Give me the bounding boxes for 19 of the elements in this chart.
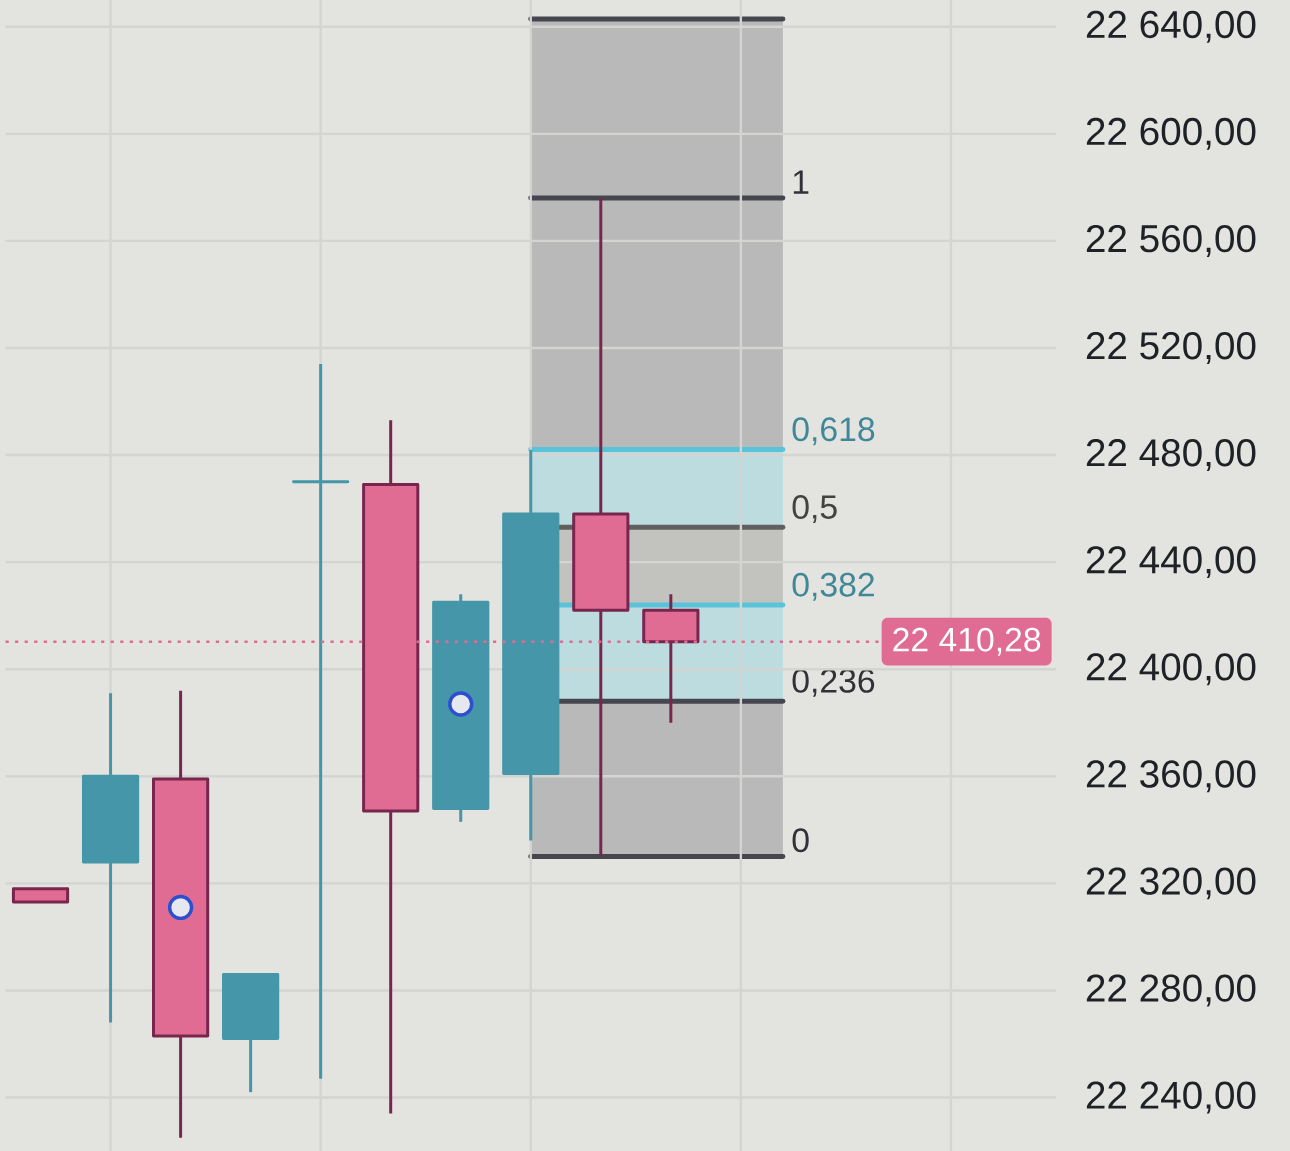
ref-line-label: 0,5 <box>792 495 837 523</box>
ref-line-label: 0,382 <box>792 572 874 601</box>
ref-line-label: 22 410,28 <box>893 627 1041 656</box>
ref-line-label: 0 <box>792 828 809 853</box>
y-tick-label: 22 400,00 <box>1086 653 1256 686</box>
ref-line-label: 0,618 <box>792 417 875 446</box>
y-tick-label: 22 440,00 <box>1086 546 1256 579</box>
ref-line-label: 0,236 <box>792 668 875 697</box>
y-tick-label: 22 240,00 <box>1086 1081 1256 1114</box>
y-tick-label: 22 360,00 <box>1086 760 1256 793</box>
y-tick-label: 22 600,00 <box>1086 117 1256 150</box>
y-tick-label: 22 280,00 <box>1086 974 1256 1007</box>
y-tick-label: 22 560,00 <box>1086 224 1256 257</box>
y-tick-label: 22 640,00 <box>1086 10 1256 43</box>
y-tick-label: 22 320,00 <box>1086 867 1256 900</box>
candlestick <box>292 362 350 1081</box>
ref-line-label: 1 <box>793 170 809 194</box>
y-tick-label: 22 520,00 <box>1086 332 1256 364</box>
y-tick-label: 22 480,00 <box>1086 439 1256 472</box>
